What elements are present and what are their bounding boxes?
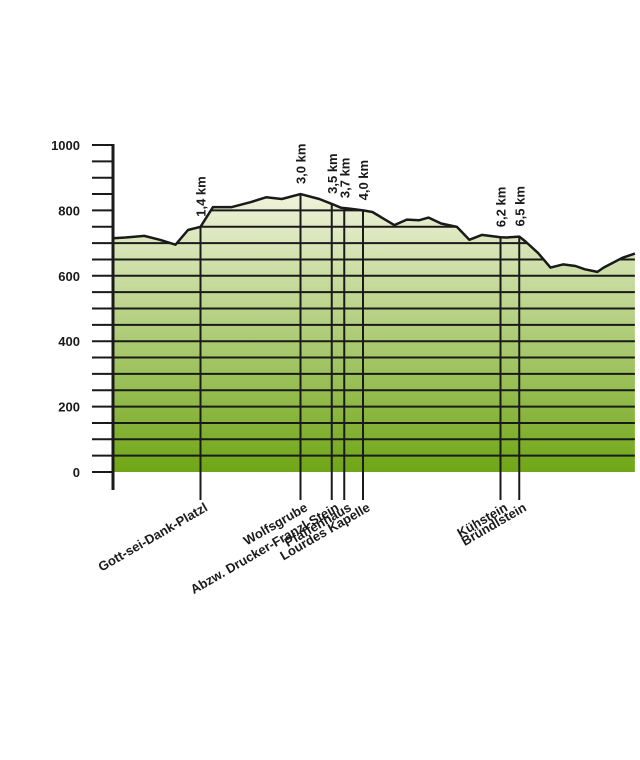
- waypoint-km-label: 3,0 km: [294, 144, 309, 184]
- profile-line-group: [113, 192, 636, 274]
- y-axis: 0 200 400 600 800 1000: [51, 138, 115, 490]
- y-tick-label: 0: [73, 465, 80, 480]
- profile-line: [113, 192, 636, 274]
- waypoint-km-label: 6,5 km: [512, 186, 527, 226]
- waypoint-km-label: 3,7 km: [337, 158, 352, 198]
- y-tick-label: 1000: [51, 138, 80, 153]
- waypoint-name-label: Abzw. Drucker-Franzl-Stein: [188, 500, 342, 597]
- y-tick-label: 200: [58, 400, 80, 415]
- waypoint-km-label: 3,5 km: [325, 153, 340, 193]
- y-tick-label: 400: [58, 334, 80, 349]
- terrain-area: [113, 194, 635, 472]
- waypoint-km-label: 4,0 km: [356, 160, 371, 200]
- terrain-fill: [113, 194, 635, 472]
- waypoint-name-label: Gott-sei-Dank-Platzl: [96, 500, 210, 575]
- y-tick-label: 600: [58, 269, 80, 284]
- y-tick-label: 800: [58, 203, 80, 218]
- waypoint-km-label: 1,4 km: [194, 176, 209, 216]
- waypoint-km-label: 6,2 km: [494, 187, 509, 227]
